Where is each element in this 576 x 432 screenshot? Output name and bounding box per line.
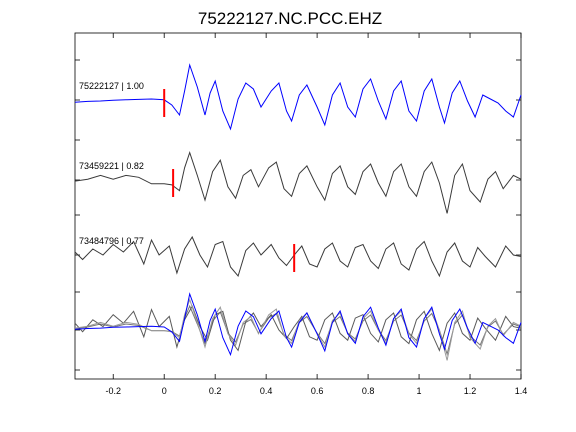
x-tick-label: 0.8 — [362, 386, 375, 396]
x-tick-label: 0.4 — [260, 386, 273, 396]
waveform-traces: 75222127 | 1.00 73459221 | 0.82 73484796 |… — [74, 63, 522, 278]
chart-title: 75222127.NC.PCC.EHZ — [198, 9, 382, 28]
overlay-waveform-line — [74, 305, 522, 352]
plot-frame — [74, 32, 522, 380]
x-tick-label: 1.4 — [515, 386, 528, 396]
frame-y-ticks — [75, 59, 521, 371]
trace-label: 75222127 | 1.00 — [79, 81, 144, 91]
x-tick-label: 0.6 — [311, 386, 324, 396]
overlay-reference-line — [74, 292, 522, 357]
x-tick-label: 0.2 — [209, 386, 222, 396]
x-axis: -0.2 0 0.2 0.4 0.6 0.8 1 1.2 1.4 — [105, 33, 527, 396]
trace-label: 73484796 | 0.77 — [79, 236, 144, 246]
x-tick-label: 1 — [417, 386, 422, 396]
waveform-line — [74, 235, 522, 278]
overlay-traces — [74, 292, 522, 361]
x-tick-label: -0.2 — [105, 386, 121, 396]
x-tick-label: 1.2 — [464, 386, 477, 396]
overlay-waveform-line — [74, 304, 522, 356]
trace-label: 73459221 | 0.82 — [79, 161, 144, 171]
waveform-line — [74, 63, 522, 131]
x-tick-label: 0 — [162, 386, 167, 396]
waveform-line — [74, 151, 522, 214]
